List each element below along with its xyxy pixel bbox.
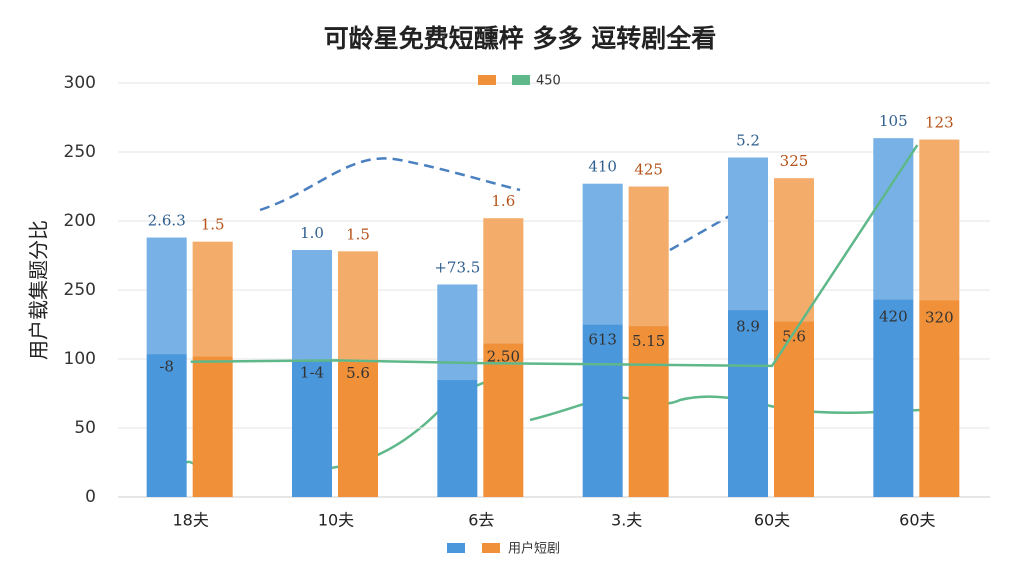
bar-shade — [628, 186, 669, 327]
bar-inner-label: 5.15 — [632, 332, 665, 350]
y-tick-label: 0 — [85, 487, 96, 507]
x-tick-label: 60夫 — [899, 511, 935, 530]
bar-top-label: 1.5 — [201, 216, 225, 234]
bar-top-label: 5.2 — [736, 132, 760, 150]
bar-top-label: 2.6.3 — [148, 212, 186, 230]
bar — [774, 178, 814, 497]
bar-shade — [582, 183, 623, 325]
bar-top-label: 325 — [780, 152, 809, 170]
bar-inner-label: -8 — [159, 357, 174, 375]
bar — [483, 218, 524, 498]
x-tick-label: 3.夫 — [611, 511, 642, 530]
x-tick-label: 60夫 — [754, 511, 790, 530]
bar-inner-label: 1-4 — [300, 363, 324, 381]
bar-inner-label: 320 — [925, 308, 954, 326]
bar-inner-label: 420 — [879, 308, 908, 326]
bar — [192, 241, 233, 497]
bar — [338, 251, 378, 497]
x-tick-label: 10夫 — [318, 511, 354, 530]
bar-shade — [483, 218, 524, 344]
legend-swatch — [512, 75, 530, 85]
bar-top-label: 123 — [925, 114, 954, 132]
bar — [292, 249, 332, 497]
bar-shade — [192, 241, 233, 357]
bar — [728, 157, 768, 497]
bar — [628, 186, 669, 497]
bar-shade — [919, 139, 960, 301]
legend-label: 用户短剧 — [508, 541, 560, 557]
bar-top-label: 1.6 — [491, 192, 515, 210]
bar-top-label: 425 — [634, 161, 663, 179]
bar-shade — [774, 178, 814, 322]
chart-title: 可龄星免费短醺梓 多多 逗转剧全看 — [324, 24, 716, 53]
bar-shade — [728, 157, 768, 311]
bar-top-label: +73.5 — [434, 258, 480, 276]
bar-top-label: 410 — [588, 158, 617, 176]
bar-inner-label: 613 — [588, 330, 617, 348]
bar-shade — [437, 284, 478, 381]
bar-inner-label: 2.50 — [487, 348, 520, 366]
y-axis-label: 用户载集题分比 — [27, 220, 51, 360]
y-tick-label: 250 — [64, 280, 96, 300]
x-tick-label: 6去 — [468, 511, 494, 530]
legend-swatch — [478, 75, 496, 85]
y-tick-label: 300 — [64, 73, 96, 93]
decorative-arrow — [259, 157, 521, 212]
x-tick-label: 18夫 — [172, 511, 208, 530]
bar-top-label: 1.5 — [346, 225, 370, 243]
bar — [582, 183, 623, 498]
bar — [437, 284, 478, 497]
legend-swatch — [482, 543, 500, 553]
bar-shade — [146, 237, 187, 355]
bar-shade — [338, 251, 378, 362]
bar-top-label: 105 — [879, 112, 908, 130]
bar-top-label: 1.0 — [300, 224, 324, 242]
bar-shade — [873, 138, 914, 300]
bar-inner-label: 5.6 — [346, 364, 370, 382]
legend-swatch — [447, 543, 465, 553]
bar — [146, 237, 187, 497]
bar-inner-label: 8.9 — [736, 317, 760, 335]
y-tick-label: 200 — [64, 211, 96, 231]
bar — [873, 138, 914, 497]
bar-shade — [292, 249, 332, 362]
y-tick-label: 50 — [74, 418, 96, 438]
line-series — [190, 144, 919, 368]
y-tick-label: 100 — [64, 349, 96, 369]
legend-label: 450 — [536, 74, 561, 89]
bar — [919, 139, 960, 497]
y-tick-label: 250 — [64, 142, 96, 162]
